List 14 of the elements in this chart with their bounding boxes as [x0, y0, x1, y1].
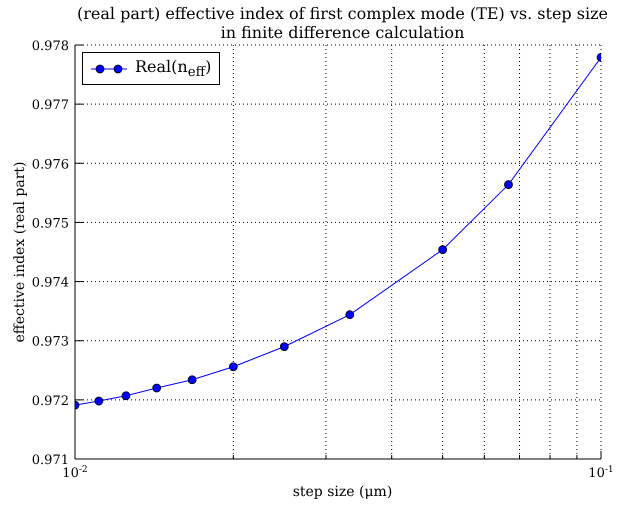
y-tick-label: 0.976 [32, 157, 69, 172]
y-tick-label: 0.978 [32, 39, 69, 54]
y-tick-label: 0.974 [32, 276, 69, 291]
y-axis-title: effective index (real part) [12, 162, 28, 342]
x-axis-title: step size (μm) [292, 484, 394, 500]
x-tick-label: 10$^{-2}$ [62, 465, 88, 481]
y-tick-label: 0.977 [32, 98, 69, 114]
y-tick-label: 0.971 [32, 453, 69, 468]
x-tick-label: 10$^{-1}$ [588, 465, 614, 481]
y-tick-label: 0.972 [32, 394, 69, 409]
chart-title: (real part) effective index of first complex mode (TE) vs. step size in finite difference calculation [76, 4, 609, 42]
y-tick-label: 0.973 [32, 334, 69, 350]
y-tick-label: 0.975 [32, 216, 69, 232]
legend-label: Real(n$_{eff}$) [135, 57, 212, 80]
